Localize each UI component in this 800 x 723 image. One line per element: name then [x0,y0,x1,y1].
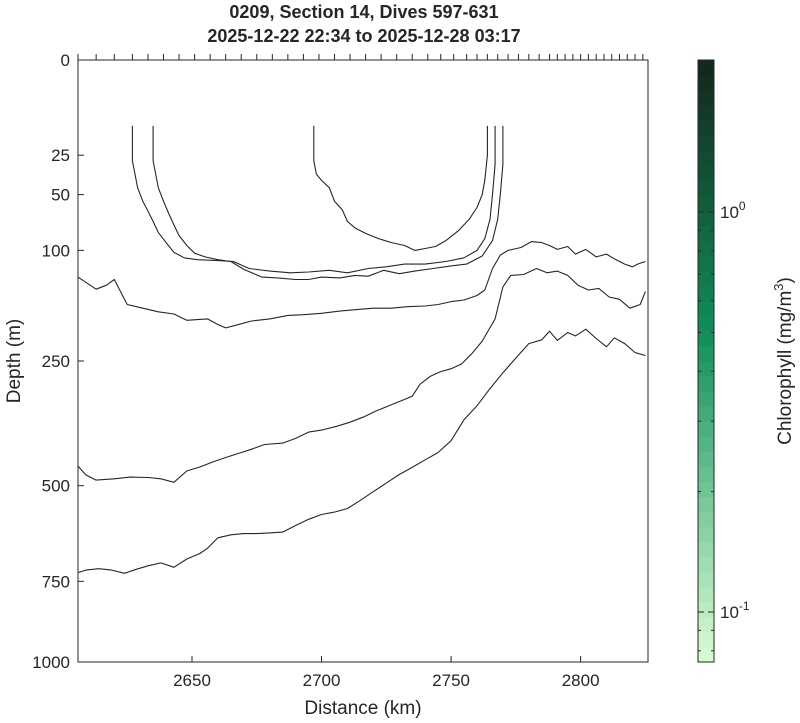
colorbar-step-23 [698,300,714,317]
colorbar-step-15 [698,421,714,437]
colorbar-step-12 [698,466,714,482]
colorbar-step-19 [698,361,714,377]
contour-line-2 [131,125,496,274]
colorbar-step-8 [698,526,714,543]
x-tick-label-3: 2800 [562,671,600,690]
colorbar-step-7 [698,541,714,558]
x-tick-label-0: 2650 [173,671,211,690]
colorbar-step-16 [698,406,714,422]
colorbar-step-1 [698,631,714,648]
colorbar-step-34 [698,135,714,151]
plot-background [78,60,648,662]
colorbar-tick-label-1: 10-1 [720,599,750,622]
colorbar-step-3 [698,601,714,618]
colorbar-step-25 [698,270,714,287]
chart-title-line-1: 0209, Section 14, Dives 597-631 [229,2,499,22]
contour-lines [77,125,646,574]
x-tick-label-2: 2750 [432,671,470,690]
chart-title-line-2: 2025-12-22 22:34 to 2025-12-28 03:17 [207,26,521,46]
colorbar-step-27 [698,240,714,257]
y-tick-label-1: 25 [51,146,70,165]
x-axis-label: Distance (km) [304,698,421,719]
colorbar-step-14 [698,436,714,452]
y-tick-label-4: 250 [42,352,70,371]
axes: 2650 2700 2750 2800 0 25 50 100 250 500 750 1000 Dis… [4,51,649,719]
colorbar-step-22 [698,315,714,332]
colorbar-step-4 [698,586,714,603]
y-tick-label-0: 0 [61,51,70,70]
colorbar-step-18 [698,376,714,392]
colorbar-step-24 [698,285,714,302]
colorbar-step-6 [698,556,714,573]
colorbar-step-30 [698,195,714,212]
colorbar: 100 10-1 Chlorophyll (mg/m3) [697,59,796,663]
colorbar-step-38 [698,75,714,91]
y-tick-label-6: 750 [42,572,70,591]
y-tick-label-2: 50 [51,186,70,205]
colorbar-step-28 [698,225,714,242]
colorbar-step-11 [698,481,714,498]
colorbar-step-33 [698,150,714,166]
colorbar-step-9 [698,511,714,528]
x-tick-label-1: 2700 [303,671,341,690]
colorbar-step-5 [698,571,714,588]
y-tick-label-7: 1000 [32,653,70,672]
colorbar-step-13 [698,451,714,467]
colorbar-step-0 [698,646,714,663]
y-tick-label-5: 500 [42,477,70,496]
colorbar-step-37 [698,90,714,106]
colorbar-step-36 [698,105,714,121]
colorbar-step-26 [698,255,714,272]
contour-line-5 [77,267,646,483]
colorbar-step-29 [698,210,714,227]
colorbar-step-20 [698,345,714,362]
colorbar-frame [697,59,715,663]
y-axis-label: Depth (m) [4,319,25,403]
colorbar-step-2 [698,616,714,633]
colorbar-label: Chlorophyll (mg/m3) [771,277,796,445]
colorbar-step-32 [698,165,714,181]
colorbar-tick-label-0: 100 [720,199,746,222]
colorbar-step-17 [698,391,714,407]
plot-area [78,60,648,662]
colorbar-step-21 [698,330,714,347]
contour-line-6 [77,328,646,574]
contour-line-3 [152,125,504,281]
colorbar-step-39 [698,60,714,76]
colorbar-step-35 [698,120,714,136]
y-tick-label-3: 100 [42,241,70,260]
contour-line-1 [313,125,488,251]
colorbar-step-31 [698,180,714,197]
colorbar-step-10 [698,496,714,513]
contour-line-4 [77,241,646,329]
